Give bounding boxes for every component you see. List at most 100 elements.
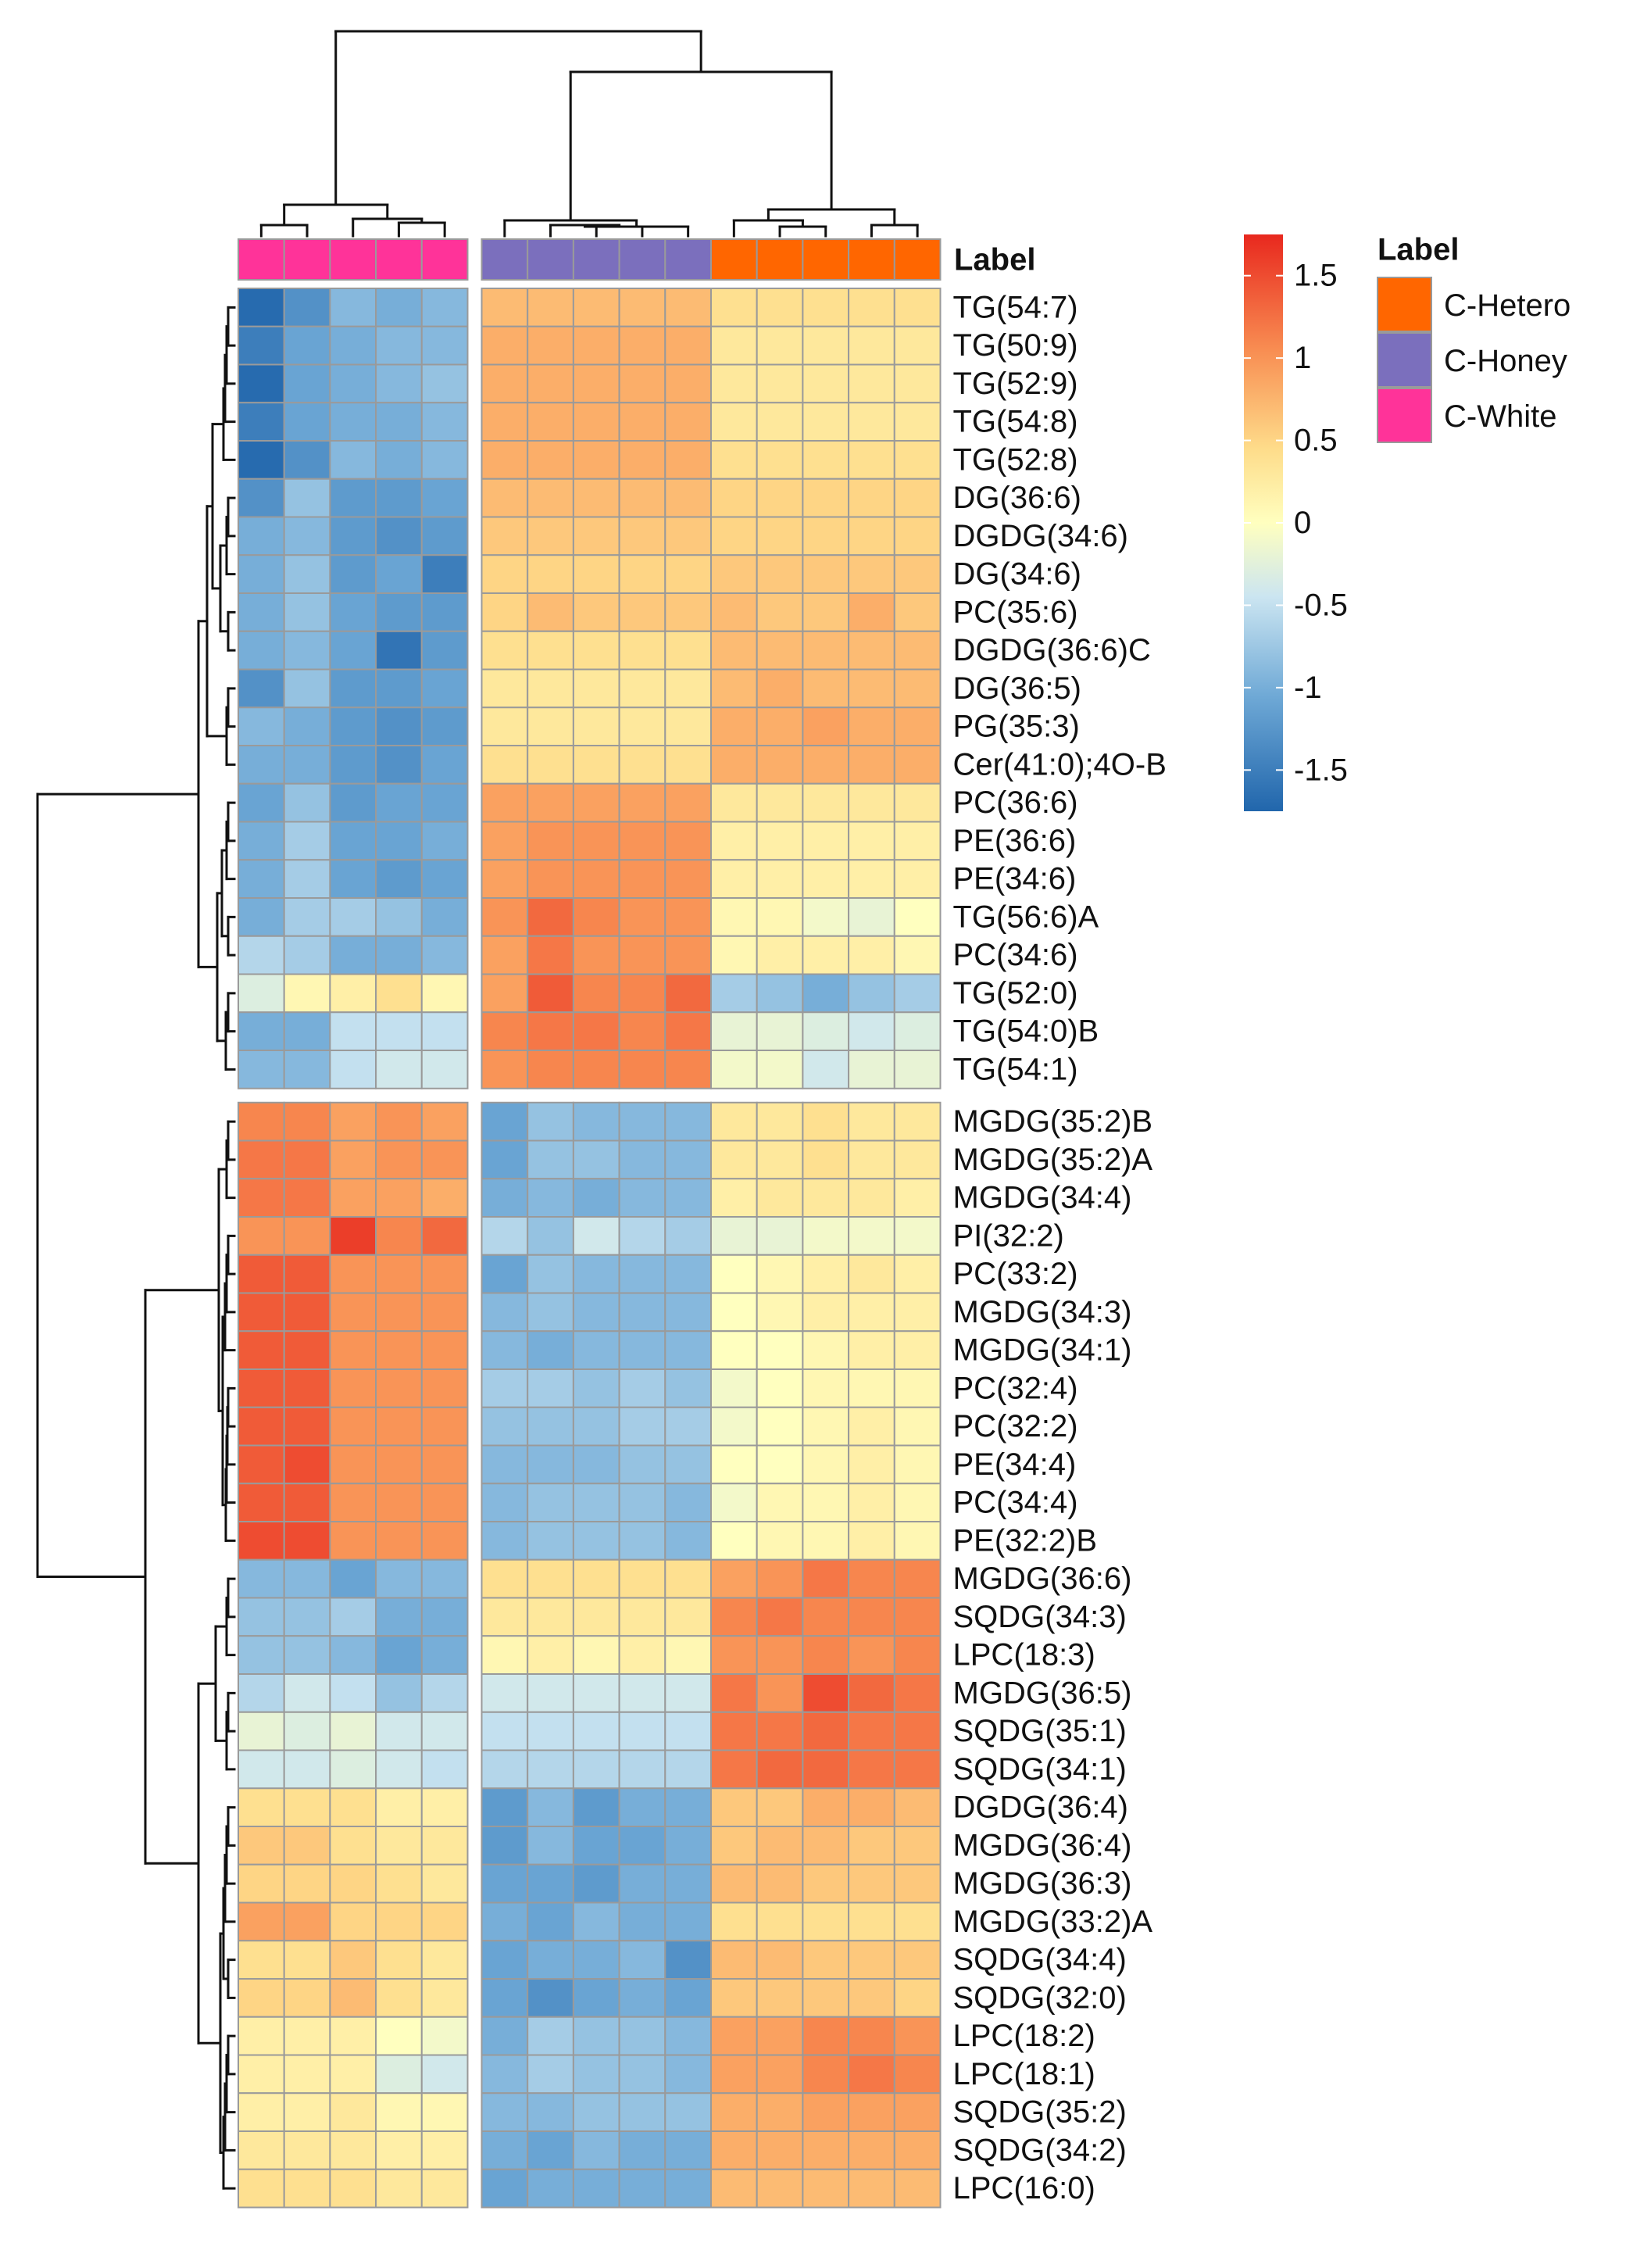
heatmap-cell	[527, 402, 574, 442]
heatmap-cell	[375, 2092, 423, 2132]
heatmap-cell	[329, 1787, 377, 1827]
heatmap-cell	[238, 1178, 285, 1218]
heatmap-cell	[283, 1178, 331, 1218]
heatmap-cell	[283, 668, 331, 709]
heatmap-cell	[329, 1292, 377, 1333]
heatmap-cell	[893, 897, 942, 937]
heatmap-cell	[893, 1406, 942, 1447]
heatmap-cell	[283, 554, 331, 594]
heatmap-cell	[527, 1444, 574, 1485]
heatmap-cell	[893, 1139, 942, 1180]
heatmap-cell	[893, 2130, 942, 2170]
heatmap-cell	[238, 1597, 285, 1637]
heatmap-cell	[893, 1521, 942, 1561]
heatmap-cell	[848, 1863, 895, 1904]
heatmap-cell	[802, 745, 850, 785]
heatmap-cell	[420, 1406, 469, 1447]
heatmap-cell	[238, 1558, 285, 1599]
heatmap-cell	[572, 1597, 620, 1637]
heatmap-cell	[329, 1521, 377, 1561]
heatmap-cell	[756, 2016, 804, 2056]
heatmap-cell	[481, 1978, 529, 2018]
heatmap-cell	[572, 363, 620, 404]
heatmap-cell	[618, 745, 666, 785]
heatmap-cell	[527, 440, 574, 480]
heatmap-cell	[527, 707, 574, 746]
color-scale-tick-label: 0.5	[1294, 424, 1338, 458]
heatmap-cell	[802, 1863, 850, 1904]
heatmap-cell	[329, 554, 377, 594]
heatmap-cell	[329, 1101, 377, 1142]
heatmap-cell	[375, 1826, 423, 1866]
heatmap-cell	[238, 516, 285, 556]
heatmap-cell	[848, 1011, 895, 1051]
heatmap-cell	[664, 707, 712, 746]
heatmap-cell	[802, 1483, 850, 1522]
heatmap-cell	[527, 554, 574, 594]
heatmap-cell	[756, 1011, 804, 1051]
heatmap-cell	[420, 745, 469, 785]
heatmap-cell	[375, 935, 423, 975]
heatmap-cell	[420, 821, 469, 861]
heatmap-cell	[664, 1940, 712, 1980]
heatmap-cell	[848, 363, 895, 404]
heatmap-cell	[802, 668, 850, 709]
heatmap-cell	[802, 1444, 850, 1485]
heatmap-cell	[481, 402, 529, 442]
heatmap-cell	[893, 668, 942, 709]
heatmap-cell	[329, 2168, 377, 2209]
heatmap-cell	[802, 1826, 850, 1866]
heatmap-cell	[283, 1673, 331, 1713]
heatmap-cell	[527, 2130, 574, 2170]
heatmap-cell	[572, 2016, 620, 2056]
color-scale-tick-label: 1	[1294, 341, 1311, 375]
heatmap-cell	[848, 1901, 895, 1942]
heatmap-cell	[848, 2016, 895, 2056]
row-label: MGDG(36:5)	[953, 1676, 1132, 1710]
heatmap-cell	[375, 745, 423, 785]
heatmap-cell	[375, 1673, 423, 1713]
heatmap-cell	[710, 2168, 758, 2209]
heatmap-cell	[756, 1444, 804, 1485]
heatmap-cell	[664, 1749, 712, 1790]
heatmap-cell	[664, 859, 712, 899]
heatmap-cell	[802, 1978, 850, 2018]
heatmap-cell	[848, 1330, 895, 1370]
row-label: TG(54:7)	[953, 290, 1078, 324]
heatmap-cell	[375, 2168, 423, 2209]
heatmap-cell	[893, 1483, 942, 1522]
heatmap-cell	[710, 288, 758, 327]
heatmap-cell	[710, 1254, 758, 1294]
row-label: MGDG(36:4)	[953, 1828, 1132, 1862]
heatmap-cell	[802, 1292, 850, 1333]
heatmap-cell	[420, 2016, 469, 2056]
heatmap-cell	[848, 745, 895, 785]
heatmap-cell	[375, 1483, 423, 1522]
heatmap-cell	[420, 935, 469, 975]
heatmap-cell	[710, 478, 758, 518]
heatmap-cell	[618, 1863, 666, 1904]
heatmap-cell	[664, 897, 712, 937]
heatmap-cell	[756, 782, 804, 823]
heatmap-cell	[893, 1787, 942, 1827]
heatmap-cell	[710, 1444, 758, 1485]
heatmap-cell	[329, 1254, 377, 1294]
heatmap-cell	[618, 516, 666, 556]
heatmap-cell	[329, 935, 377, 975]
heatmap-cell	[710, 516, 758, 556]
heatmap-cell	[375, 1444, 423, 1485]
heatmap-cell	[848, 1292, 895, 1333]
heatmap-cell	[756, 745, 804, 785]
heatmap-cell	[756, 1101, 804, 1142]
heatmap-cell	[283, 1406, 331, 1447]
row-label: TG(54:0)B	[953, 1014, 1099, 1049]
heatmap-cell	[329, 630, 377, 671]
heatmap-cell	[664, 935, 712, 975]
annotation-cell	[481, 238, 529, 281]
heatmap-cell	[481, 1483, 529, 1522]
heatmap-cell	[756, 668, 804, 709]
heatmap-cell	[238, 1254, 285, 1294]
row-label: TG(54:8)	[953, 405, 1078, 439]
heatmap-cell	[572, 1483, 620, 1522]
heatmap-cell	[756, 1254, 804, 1294]
